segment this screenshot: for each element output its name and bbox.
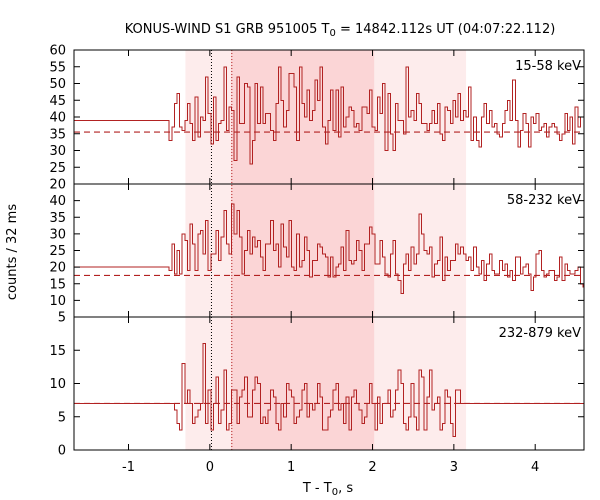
y-tick-label: 5 — [58, 311, 66, 326]
x-tick-label: 2 — [368, 460, 376, 475]
energy-band-label: 15-58 keV — [515, 59, 581, 74]
y-tick-label: 35 — [49, 127, 66, 142]
y-tick-label: 20 — [49, 261, 66, 276]
energy-band-label: 232-879 keV — [499, 326, 582, 341]
y-tick-label: 30 — [49, 227, 66, 242]
y-tick-label: 10 — [49, 377, 66, 392]
x-tick-label: 4 — [531, 460, 539, 475]
y-tick-label: 35 — [49, 211, 66, 226]
y-tick-label: 45 — [49, 94, 66, 109]
y-tick-label: 25 — [49, 161, 66, 176]
x-tick-label: 0 — [206, 460, 214, 475]
chart-title: KONUS-WIND S1 GRB 951005 T0 = 14842.112s… — [125, 22, 556, 39]
y-tick-label: 50 — [49, 77, 66, 92]
energy-band-label: 58-232 keV — [507, 193, 581, 208]
panel-2: 0 5 10 15 232-879 keV — [49, 316, 585, 459]
y-axis-label: counts / 32 ms — [5, 204, 20, 300]
y-tick-label: 40 — [49, 111, 66, 126]
y-tick-label: 5 — [58, 410, 66, 425]
y-tick-label: 25 — [49, 244, 66, 259]
y-tick-label: 55 — [49, 60, 66, 75]
lightcurve-series — [74, 66, 584, 165]
y-tick-label: 10 — [49, 294, 66, 309]
y-tick-label: 15 — [49, 277, 66, 292]
x-tick-label: 3 — [450, 460, 458, 475]
x-tick-label: -1 — [122, 460, 135, 475]
x-axis-label: T - T0, s — [302, 481, 353, 498]
y-tick-label: 30 — [49, 144, 66, 159]
lightcurve-series — [74, 203, 584, 295]
x-tick-label: 1 — [287, 460, 295, 475]
y-tick-label: 20 — [49, 178, 66, 193]
lightcurve-series — [74, 343, 584, 438]
y-tick-label: 0 — [58, 444, 66, 459]
y-tick-label: 40 — [49, 194, 66, 209]
y-tick-label: 15 — [49, 344, 66, 359]
y-tick-label: 60 — [49, 44, 66, 59]
